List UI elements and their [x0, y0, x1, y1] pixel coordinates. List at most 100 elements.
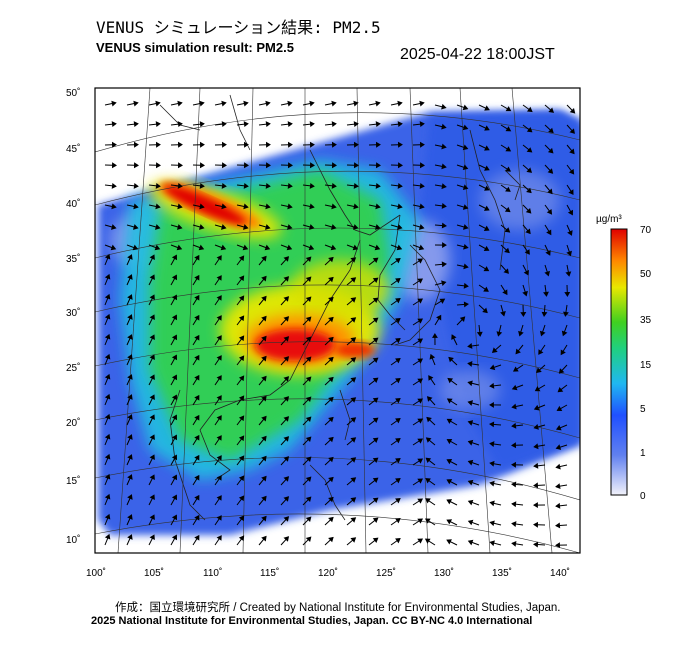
colorbar-label: 70: [640, 225, 652, 236]
wind-arrow-head: [265, 100, 271, 107]
wind-arrow-head: [171, 374, 178, 381]
wind-arrow-head: [171, 434, 178, 441]
wind-arrow-head: [132, 224, 139, 230]
wind-arrow-head: [467, 539, 474, 546]
wind-arrow-head: [372, 397, 379, 404]
wind-arrow-head: [305, 376, 312, 382]
wind-arrow-head: [482, 307, 488, 314]
wind-arrow-head: [216, 495, 222, 501]
wind-arrow-head: [149, 294, 155, 301]
wind-arrow-head: [491, 347, 498, 353]
wind-arrow-head: [352, 244, 359, 251]
wind-arrow-head: [395, 338, 401, 344]
wind-arrow-head: [111, 182, 117, 189]
wind-arrow-head: [238, 355, 245, 362]
wind-arrow-head: [350, 457, 357, 463]
wind-arrow-head: [261, 275, 267, 282]
wind-arrow-head: [216, 375, 222, 381]
wind-arrow-head: [243, 100, 249, 107]
wind-arrow-head: [171, 354, 178, 361]
wind-arrow-head: [526, 187, 532, 194]
wind-arrow-head: [216, 395, 222, 401]
wind-arrow-head: [511, 442, 517, 449]
lon-tick-label: 125˚: [376, 567, 396, 579]
wind-arrow-head: [133, 182, 139, 189]
wind-arrow-head: [350, 377, 357, 383]
wind-arrow-head: [541, 311, 548, 317]
wind-arrow-head: [283, 336, 290, 342]
wind-arrow-head: [305, 436, 312, 442]
wind-arrow-head: [305, 336, 312, 342]
wind-arrow-head: [309, 121, 315, 128]
wind-arrow-head: [238, 455, 245, 462]
wind-arrow-head: [432, 333, 438, 338]
wind-arrow-head: [463, 301, 469, 308]
wind-arrow-head: [448, 356, 454, 363]
wind-arrow-head: [419, 141, 425, 148]
wind-arrow-head: [216, 275, 222, 281]
wind-arrow-head: [328, 496, 334, 503]
wind-arrow-head: [515, 348, 521, 355]
wind-arrow-head: [305, 456, 312, 462]
wind-arrow-head: [194, 534, 200, 541]
wind-arrow-head: [149, 434, 155, 441]
wind-arrow-head: [328, 396, 334, 403]
wind-arrow-head: [489, 402, 494, 408]
wind-arrow-head: [283, 376, 290, 382]
wind-arrow-head: [463, 243, 469, 250]
wind-arrow-head: [372, 417, 379, 424]
wind-arrow-head: [238, 475, 245, 482]
lon-tick-label: 140˚: [550, 567, 570, 579]
wind-arrow-head: [104, 433, 111, 440]
wind-arrow-head: [543, 291, 549, 297]
wind-arrow-head: [536, 367, 542, 374]
wind-arrow-head: [511, 403, 517, 410]
wind-arrow-head: [132, 244, 139, 251]
wind-arrow-head: [555, 463, 561, 470]
wind-arrow-head: [395, 438, 401, 444]
wind-arrow-head: [538, 349, 544, 355]
lon-tick-label: 115˚: [260, 567, 279, 579]
wind-arrow-head: [395, 378, 401, 384]
wind-arrow-head: [127, 394, 133, 400]
wind-arrow-head: [171, 454, 178, 461]
wind-arrow-head: [216, 335, 222, 341]
wind-arrow-head: [505, 126, 512, 132]
wind-arrow-head: [104, 253, 111, 260]
wind-arrow-head: [417, 518, 424, 524]
wind-arrow-head: [548, 107, 555, 113]
wind-arrow-head: [417, 418, 424, 424]
wind-arrow-head: [425, 498, 431, 504]
wind-arrow-head: [396, 224, 403, 230]
wind-arrow-head: [177, 182, 183, 189]
wind-arrow-head: [418, 224, 425, 230]
wind-arrow-head: [328, 336, 334, 343]
wind-arrow-head: [261, 255, 267, 262]
wind-arrow-head: [194, 294, 200, 301]
wind-arrow-head: [441, 261, 447, 268]
wind-arrow-head: [149, 354, 155, 361]
wind-arrow-head: [417, 318, 424, 324]
wind-arrow-head: [352, 224, 359, 230]
wind-arrow-head: [441, 103, 447, 110]
wind-arrow-head: [110, 224, 117, 230]
wind-arrow-head: [511, 481, 517, 488]
wind-arrow-head: [149, 474, 155, 481]
wind-arrow-head: [417, 438, 424, 444]
wind-arrow-head: [238, 315, 245, 322]
wind-arrow-head: [265, 141, 271, 148]
wind-vectors: [104, 100, 576, 549]
wind-arrow-head: [305, 496, 312, 502]
wind-arrow-head: [194, 434, 200, 441]
wind-arrow-head: [305, 396, 312, 402]
wind-arrow-head: [104, 513, 111, 520]
wind-arrow-head: [287, 182, 293, 189]
wind-arrow-head: [171, 294, 178, 301]
wind-arrow-head: [395, 298, 401, 304]
wind-arrow-head: [199, 141, 205, 148]
wind-arrow-head: [283, 476, 290, 482]
wind-arrow-head: [467, 420, 474, 426]
wind-arrow-head: [331, 100, 337, 107]
wind-arrow-head: [127, 354, 133, 360]
wind-arrow-head: [436, 314, 442, 321]
